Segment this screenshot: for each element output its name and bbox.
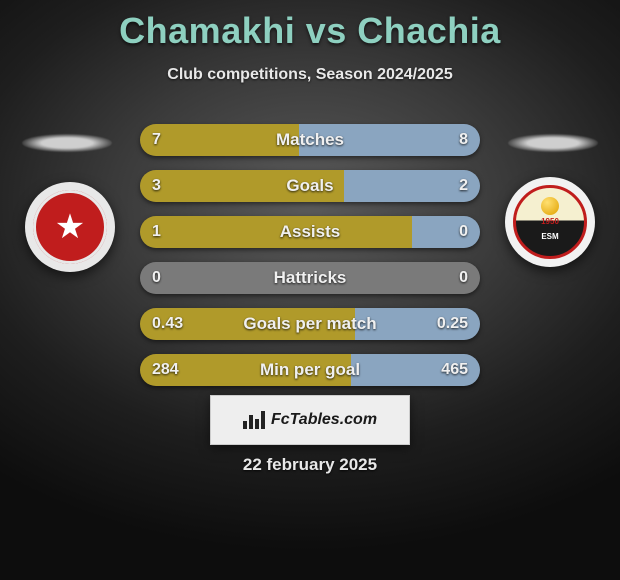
shadow-ellipse-right [508, 134, 598, 152]
content-root: Chamakhi vs Chachia Club competitions, S… [0, 0, 620, 580]
team-badge-left: ★ [25, 182, 115, 272]
bar-fill-left [140, 354, 351, 386]
bar-fill-right [355, 308, 480, 340]
stat-bar: 0.430.25Goals per match [140, 308, 480, 340]
badge-right-abbrev: ESM [541, 232, 558, 241]
bar-fill-left [140, 216, 412, 248]
team-badge-left-inner: ★ [33, 190, 107, 264]
bar-chart-icon [243, 411, 265, 429]
attribution-text: FcTables.com [271, 411, 377, 429]
team-badge-right: 1950 ESM [505, 177, 595, 267]
stat-bar: 32Goals [140, 170, 480, 202]
bar-fill-left [140, 308, 355, 340]
bar-fill-right [412, 216, 480, 248]
bar-fill-right [344, 170, 480, 202]
stat-bar: 00Hattricks [140, 262, 480, 294]
ball-icon [541, 197, 559, 215]
page-title: Chamakhi vs Chachia [0, 0, 620, 52]
shadow-ellipse-left [22, 134, 112, 152]
stat-bar: 10Assists [140, 216, 480, 248]
date-text: 22 february 2025 [0, 455, 620, 475]
team-badge-right-inner: 1950 ESM [513, 185, 587, 259]
stat-bar: 78Matches [140, 124, 480, 156]
bar-fill-left [140, 124, 299, 156]
stat-bars: 78Matches 32Goals 10Assists 00Hattricks 0.43… [140, 124, 480, 386]
comparison-area: ★ 1950 ESM 78Matches 32Goals 10Assists 00Ha… [0, 112, 620, 412]
bar-fill-right [351, 354, 480, 386]
bar-fill-left [140, 170, 344, 202]
bar-fill-right [299, 124, 480, 156]
attribution-badge: FcTables.com [210, 395, 410, 445]
bar-fill-left [140, 262, 310, 294]
star-icon: ★ [55, 207, 85, 247]
badge-right-year: 1950 [541, 217, 559, 226]
stat-bar: 284465Min per goal [140, 354, 480, 386]
subtitle: Club competitions, Season 2024/2025 [0, 66, 620, 84]
bar-fill-right [310, 262, 480, 294]
